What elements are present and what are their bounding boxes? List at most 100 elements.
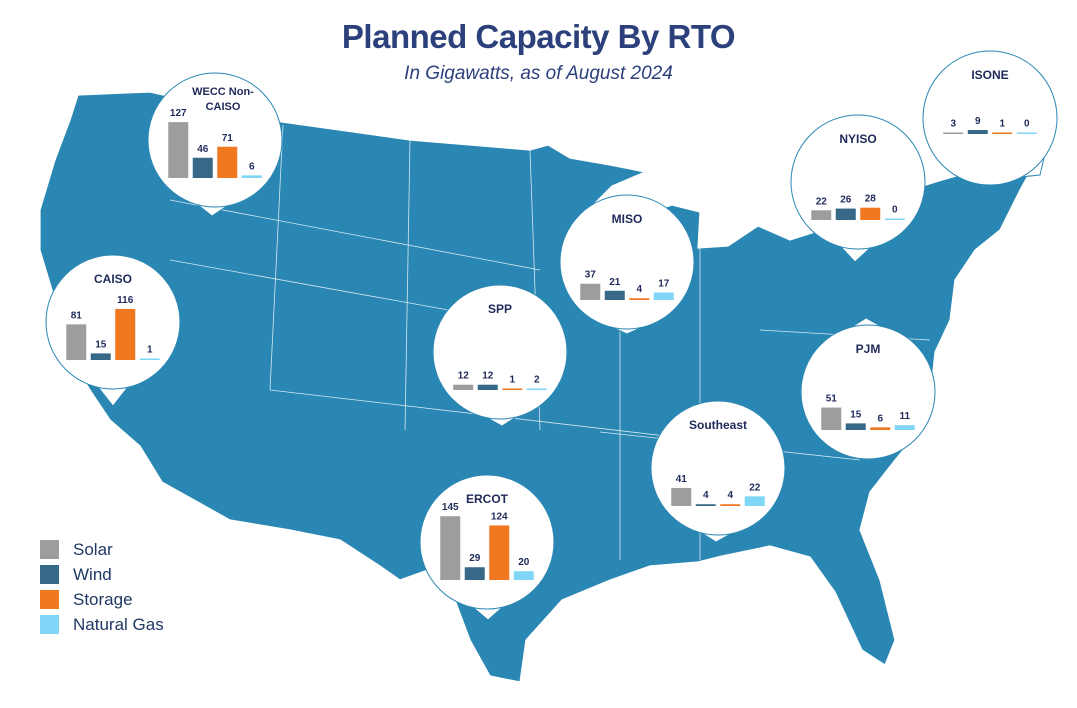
data-label: 12 bbox=[482, 371, 494, 382]
bubble-join bbox=[612, 321, 642, 327]
bubble-join bbox=[487, 410, 517, 417]
bubble-join bbox=[851, 327, 881, 334]
bubble-join bbox=[701, 526, 731, 533]
data-label: 0 bbox=[1024, 119, 1030, 130]
bar-natural-gas bbox=[526, 388, 547, 390]
bar-natural-gas bbox=[884, 218, 905, 220]
legend-item-solar: Solar bbox=[40, 537, 164, 562]
data-label: 2 bbox=[534, 375, 540, 386]
data-label: 15 bbox=[95, 339, 107, 350]
bubble-ercot: ERCOT 145 29 124 20 bbox=[419, 474, 555, 621]
bar-solar bbox=[671, 487, 692, 506]
bar-natural-gas bbox=[139, 358, 160, 360]
legend-label: Natural Gas bbox=[73, 614, 164, 634]
bar-wind bbox=[477, 384, 498, 390]
region-label: Southeast bbox=[689, 418, 747, 432]
region-label: WECC Non- bbox=[192, 86, 254, 98]
data-label: 11 bbox=[899, 411, 910, 422]
region-label: ERCOT bbox=[466, 492, 509, 506]
bar-storage bbox=[860, 207, 881, 220]
state-border bbox=[269, 124, 284, 391]
region-label: ISONE bbox=[971, 68, 1008, 82]
bar-wind bbox=[967, 130, 988, 134]
bubble-pjm: PJM 51 15 6 11 bbox=[800, 317, 936, 460]
data-label: 22 bbox=[816, 196, 828, 207]
data-label: 127 bbox=[170, 108, 187, 119]
bar-solar bbox=[453, 384, 474, 390]
state-border bbox=[169, 199, 541, 271]
bubble-join bbox=[841, 240, 870, 247]
bar-solar bbox=[811, 210, 832, 220]
bar-wind bbox=[604, 290, 625, 300]
data-label: 0 bbox=[892, 205, 898, 216]
legend-label: Storage bbox=[73, 589, 133, 609]
legend-swatch bbox=[40, 615, 59, 634]
bar-solar bbox=[821, 407, 842, 430]
data-label: 26 bbox=[840, 195, 852, 206]
bar-storage bbox=[502, 388, 523, 390]
bar-natural-gas bbox=[241, 175, 262, 178]
legend-swatch bbox=[40, 565, 59, 584]
bubble-isone: ISONE 3 9 1 0 bbox=[922, 50, 1058, 186]
legend-item-wind: Wind bbox=[40, 562, 164, 587]
legend-item-storage: Storage bbox=[40, 587, 164, 612]
data-label: 21 bbox=[609, 277, 621, 288]
bar-wind bbox=[192, 157, 213, 178]
bar-wind bbox=[695, 504, 716, 506]
region-label: CAISO bbox=[94, 272, 132, 286]
bubble-join bbox=[473, 600, 503, 607]
legend: Solar Wind Storage Natural Gas bbox=[40, 537, 164, 637]
bar-solar bbox=[66, 324, 87, 360]
bar-solar bbox=[580, 283, 601, 300]
bar-wind bbox=[90, 353, 111, 360]
bar-natural-gas bbox=[653, 292, 674, 300]
data-label: 29 bbox=[469, 553, 481, 564]
data-label: 6 bbox=[877, 413, 883, 424]
data-label: 3 bbox=[950, 119, 956, 130]
data-label: 4 bbox=[727, 490, 733, 501]
data-label: 22 bbox=[749, 482, 761, 493]
legend-swatch bbox=[40, 590, 59, 609]
bubble-join bbox=[98, 381, 128, 387]
legend-label: Solar bbox=[73, 539, 113, 559]
bar-storage bbox=[115, 308, 136, 360]
bubble-southeast: Southeast 41 4 4 22 bbox=[650, 400, 786, 543]
data-label: 37 bbox=[585, 270, 597, 281]
bar-storage bbox=[629, 298, 650, 300]
bar-natural-gas bbox=[894, 425, 915, 430]
bubble-circle bbox=[922, 50, 1058, 186]
chart-subtitle: In Gigawatts, as of August 2024 bbox=[404, 63, 673, 84]
data-label: 1 bbox=[999, 119, 1005, 130]
bar-wind bbox=[464, 567, 485, 580]
data-label: 71 bbox=[222, 133, 234, 144]
bar-solar bbox=[168, 122, 189, 178]
chart-title: Planned Capacity By RTO bbox=[341, 18, 736, 55]
bar-storage bbox=[720, 504, 741, 506]
bar-storage bbox=[217, 146, 238, 178]
bar-storage bbox=[992, 132, 1013, 134]
legend-swatch bbox=[40, 540, 59, 559]
bar-natural-gas bbox=[513, 571, 534, 580]
bar-storage bbox=[870, 427, 891, 430]
data-label: 145 bbox=[442, 502, 459, 513]
bar-solar bbox=[943, 132, 964, 134]
data-label: 17 bbox=[658, 279, 670, 290]
data-label: 51 bbox=[826, 394, 838, 405]
legend-label: Wind bbox=[73, 564, 112, 584]
data-label: 4 bbox=[703, 490, 709, 501]
region-label: NYISO bbox=[839, 132, 876, 146]
bar-natural-gas bbox=[1016, 132, 1037, 134]
data-label: 1 bbox=[147, 345, 153, 356]
bar-storage bbox=[489, 525, 510, 580]
bar-wind bbox=[835, 208, 856, 220]
data-label: 124 bbox=[491, 511, 508, 522]
data-label: 1 bbox=[509, 375, 515, 386]
bubble-nyiso: NYISO 22 26 28 0 bbox=[790, 114, 926, 263]
bubble-wecc-non-caiso: WECC Non- CAISO 127 46 71 6 bbox=[147, 72, 283, 217]
bar-solar bbox=[440, 516, 461, 580]
bubble-caiso: CAISO 81 15 116 1 bbox=[45, 254, 181, 407]
data-label: 46 bbox=[197, 144, 209, 155]
